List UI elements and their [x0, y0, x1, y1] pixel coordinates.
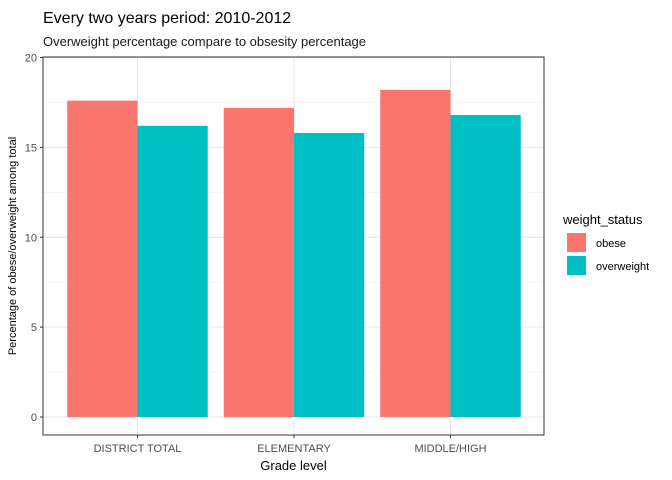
y-tick-label: 15 — [25, 142, 37, 154]
bar-obese — [67, 100, 138, 417]
chart-subtitle: Overweight percentage compare to obsesit… — [43, 34, 366, 49]
legend-title: weight_status — [562, 212, 643, 227]
legend-label-obese: obese — [596, 238, 626, 250]
bar-obese — [223, 107, 294, 417]
bar-obese — [380, 89, 451, 417]
y-tick-label: 5 — [31, 322, 37, 334]
y-tick-label: 10 — [25, 232, 37, 244]
legend-key-overweight — [567, 256, 586, 275]
x-axis-title: Grade level — [260, 458, 327, 473]
x-tick-label: ELEMENTARY — [257, 443, 331, 455]
x-tick-label: DISTRICT TOTAL — [94, 443, 182, 455]
y-axis-title: Percentage of obese/overweight among tot… — [7, 137, 19, 355]
x-axis: DISTRICT TOTAL ELEMENTARY MIDDLE/HIGH — [94, 435, 487, 455]
chart-title: Every two years period: 2010-2012 — [43, 10, 291, 27]
bar-layer — [67, 89, 521, 418]
y-axis: 0 5 10 15 20 — [25, 53, 43, 424]
legend-items: obese overweight — [567, 233, 649, 275]
bar-overweight — [294, 132, 365, 417]
legend: weight_status obese overweight — [562, 212, 649, 275]
bar-overweight — [137, 125, 208, 418]
plot-panel — [42, 56, 545, 436]
legend-key-obese — [567, 233, 586, 252]
legend-label-overweight: overweight — [596, 261, 649, 273]
bar-overweight — [450, 115, 521, 418]
y-tick-label: 0 — [31, 412, 37, 424]
y-tick-label: 20 — [25, 53, 37, 65]
x-tick-label: MIDDLE/HIGH — [414, 443, 486, 455]
